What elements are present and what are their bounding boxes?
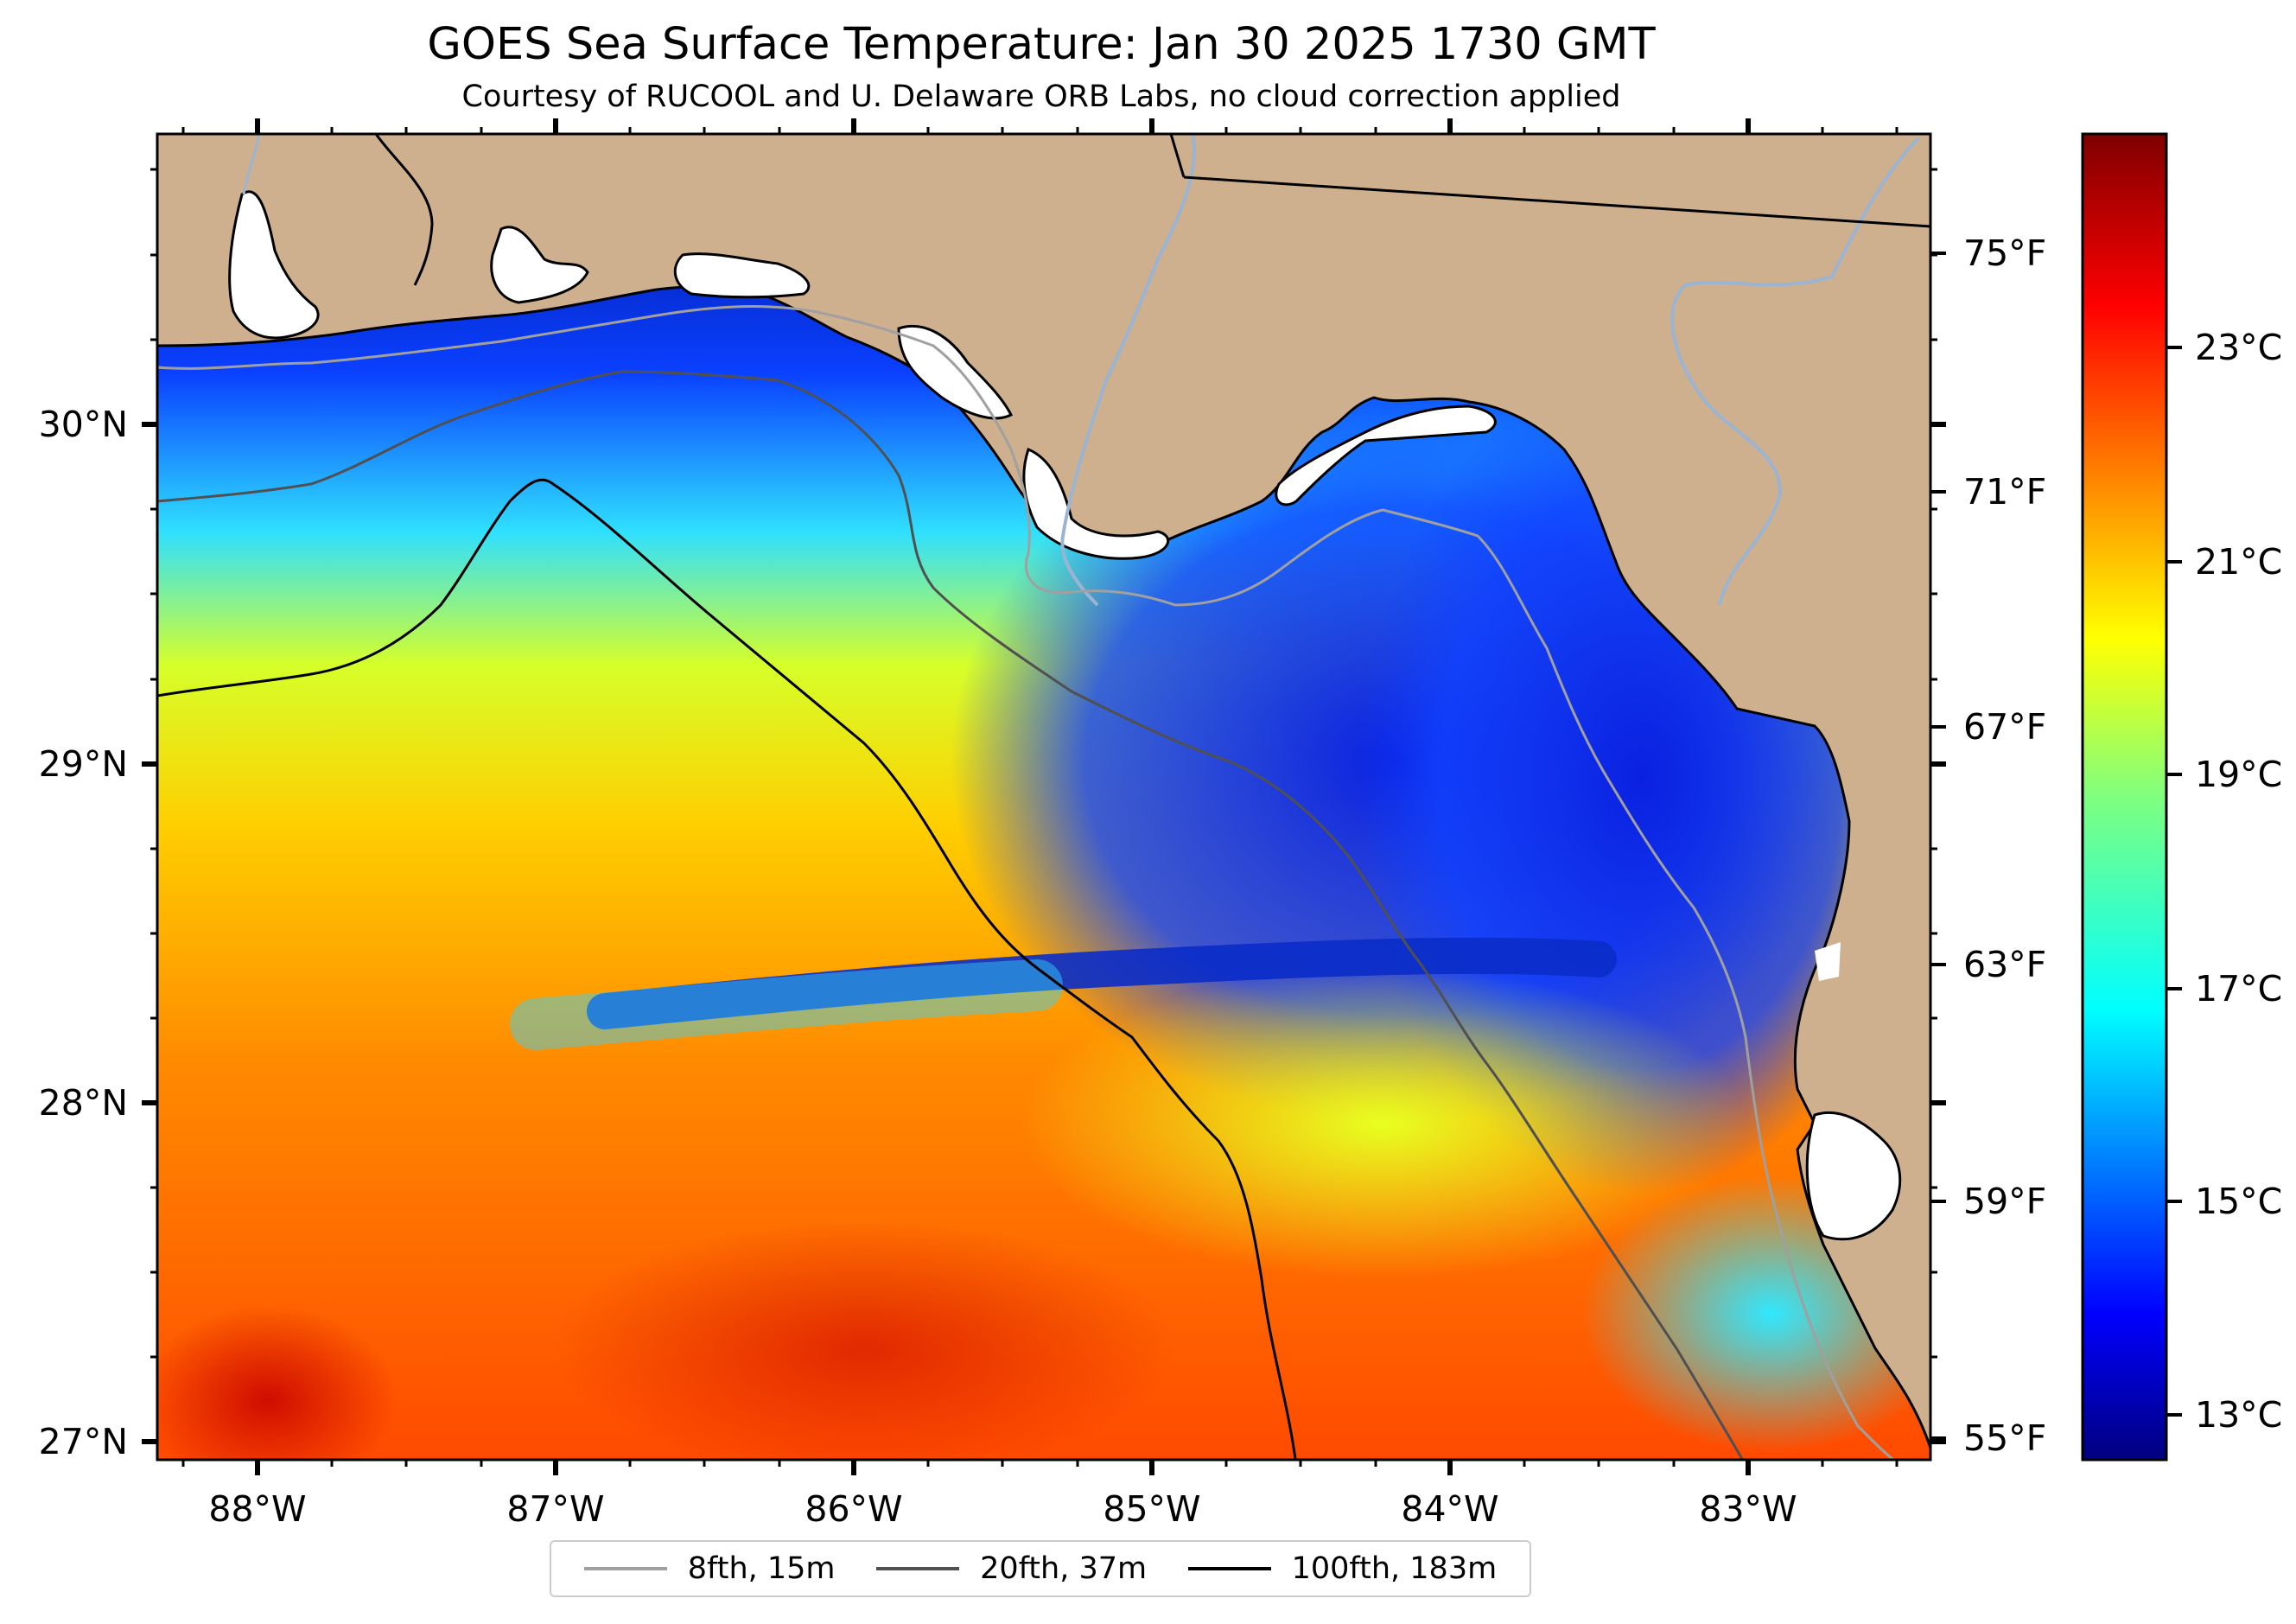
lon-label-87w: 87°W (506, 1488, 604, 1530)
river-mobile (242, 134, 261, 195)
river-apalachicola (1060, 134, 1196, 607)
cloud-gap-cedar-key (1815, 942, 1841, 981)
isobath-legend: 8fth, 15m 20fth, 37m 100fth, 183m (550, 1540, 1531, 1597)
legend-line-8fth (583, 1567, 667, 1570)
colorbar-ticks (2166, 346, 2182, 1417)
fahrenheit-label-55: 55°F (1963, 1417, 2046, 1459)
legend-item-8fth: 8fth, 15m (583, 1551, 836, 1586)
fahrenheit-label-59: 59°F (1963, 1181, 2046, 1222)
fahrenheit-label-71: 71°F (1963, 471, 2046, 513)
lon-label-83w: 83°W (1699, 1488, 1797, 1530)
filament-edge (510, 959, 1063, 1050)
fahrenheit-label-75: 75°F (1963, 232, 2046, 274)
cloud-gap-st-andrew (897, 324, 1014, 420)
isobath-20fth (157, 370, 1745, 1460)
legend-label-8fth: 8fth, 15m (687, 1551, 836, 1586)
cold-filament (587, 937, 1617, 1029)
isobath-8fth (157, 305, 1896, 1460)
colorbar-label-13c: 13°C (2195, 1394, 2282, 1436)
fahrenheit-label-67: 67°F (1963, 706, 2046, 748)
cloud-gap-mobile-bay (228, 190, 320, 340)
cloud-gap-tampa-bay (1805, 1111, 1902, 1241)
legend-label-20fth: 20fth, 37m (980, 1551, 1148, 1586)
legend-item-100fth: 100fth, 183m (1187, 1551, 1498, 1586)
cloud-gap-choctawhatchee (673, 252, 811, 299)
fahrenheit-label-63: 63°F (1963, 944, 2046, 985)
map-frame (156, 132, 1932, 1462)
legend-label-100fth: 100fth, 183m (1291, 1551, 1498, 1586)
longitude-major-ticks (255, 118, 1751, 1475)
cloud-gap-pensacola (490, 226, 589, 304)
warm-eddy (553, 1219, 1175, 1460)
latitude-major-ticks (142, 422, 1946, 1444)
lat-label-29n: 29°N (39, 743, 128, 785)
state-border-al-fl (374, 134, 434, 286)
lon-label-88w: 88°W (208, 1488, 306, 1530)
colorbar-label-19c: 19°C (2195, 754, 2282, 795)
state-border-fl-ga (1169, 134, 1186, 178)
colorbar-label-15c: 15°C (2195, 1181, 2282, 1222)
legend-line-100fth (1187, 1567, 1271, 1570)
lon-label-84w: 84°W (1401, 1488, 1498, 1530)
warm-core-southwest (157, 1305, 398, 1460)
river-suwannee (1670, 137, 1920, 606)
lat-label-30n: 30°N (39, 404, 128, 445)
fahrenheit-ticks (1930, 252, 1946, 1440)
lon-label-86w: 86°W (805, 1488, 902, 1530)
colorbar-label-21c: 21°C (2195, 541, 2282, 583)
map-title: GOES Sea Surface Temperature: Jan 30 202… (427, 19, 1656, 70)
colorbar-label-17c: 17°C (2195, 968, 2282, 1009)
map-subtitle: Courtesy of RUCOOL and U. Delaware ORB L… (461, 80, 1621, 114)
legend-line-20fth (876, 1567, 960, 1570)
state-border-al-ga (1183, 175, 1930, 228)
lon-label-85w: 85°W (1103, 1488, 1200, 1530)
yellow-shelf-water (1020, 968, 1746, 1279)
map-area (157, 134, 1930, 1460)
lat-label-28n: 28°N (39, 1082, 128, 1124)
isobath-100fth (157, 478, 1297, 1460)
legend-item-20fth: 20fth, 37m (876, 1551, 1147, 1586)
colorbar-label-23c: 23°C (2195, 327, 2282, 368)
minor-ticks (150, 127, 1937, 1467)
cloud-gap-big-bend (1275, 404, 1497, 506)
colorbar (2081, 132, 2168, 1462)
lat-label-27n: 27°N (39, 1421, 128, 1462)
